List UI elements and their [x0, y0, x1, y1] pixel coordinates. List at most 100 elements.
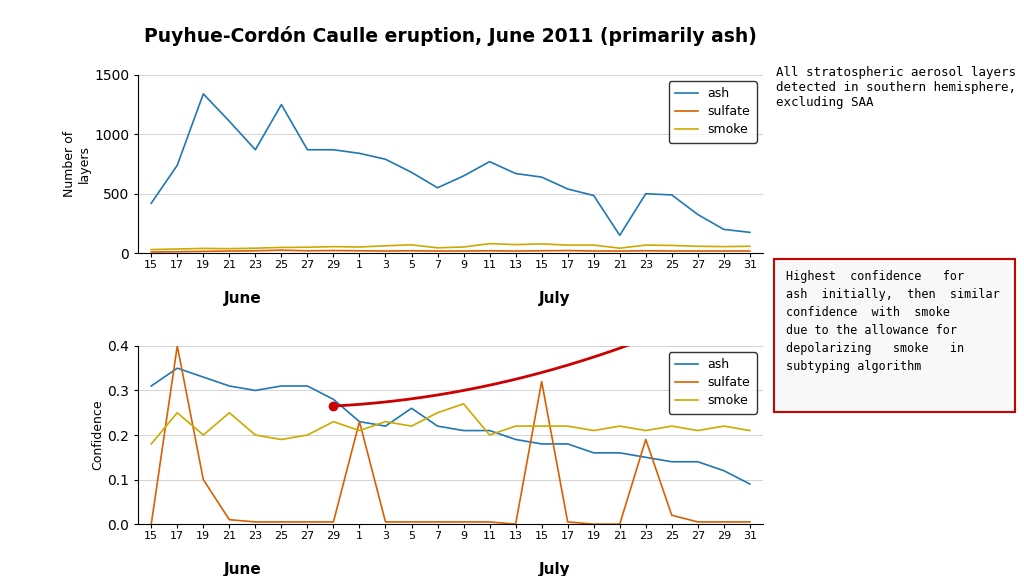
ash	[718, 467, 730, 474]
ash	[718, 226, 730, 233]
sulfate	[536, 247, 548, 254]
Line: smoke: smoke	[152, 244, 750, 249]
ash	[145, 200, 158, 207]
sulfate	[353, 418, 366, 425]
smoke	[198, 245, 210, 252]
Text: June: June	[223, 291, 261, 306]
Text: All stratospheric aerosol layers
detected in southern hemisphere,
excluding SAA: All stratospheric aerosol layers detecte…	[776, 66, 1016, 109]
smoke	[275, 436, 288, 443]
ash	[379, 156, 391, 163]
ash	[223, 382, 236, 389]
sulfate	[640, 436, 652, 443]
Text: June: June	[223, 562, 261, 576]
FancyBboxPatch shape	[774, 259, 1015, 412]
sulfate	[536, 378, 548, 385]
ash	[406, 405, 418, 412]
sulfate	[743, 248, 756, 255]
smoke	[406, 241, 418, 248]
ash	[198, 90, 210, 97]
smoke	[223, 245, 236, 252]
smoke	[640, 427, 652, 434]
sulfate	[379, 248, 391, 255]
ash	[198, 374, 210, 381]
sulfate	[666, 248, 678, 255]
smoke	[561, 241, 573, 248]
Y-axis label: Confidence: Confidence	[91, 400, 104, 471]
smoke	[301, 431, 313, 438]
smoke	[379, 242, 391, 249]
smoke	[328, 243, 340, 250]
ash	[379, 423, 391, 430]
sulfate	[561, 247, 573, 254]
sulfate	[666, 512, 678, 519]
ash	[510, 170, 522, 177]
sulfate	[171, 342, 183, 349]
ash	[223, 118, 236, 124]
smoke	[691, 243, 703, 250]
ash	[249, 146, 261, 153]
ash	[328, 396, 340, 403]
ash	[536, 173, 548, 180]
ash	[431, 184, 443, 191]
Line: smoke: smoke	[152, 404, 750, 444]
smoke	[353, 244, 366, 251]
smoke	[483, 431, 496, 438]
sulfate	[275, 247, 288, 253]
sulfate	[431, 248, 443, 255]
sulfate	[301, 247, 313, 254]
sulfate	[171, 248, 183, 255]
ash	[145, 382, 158, 389]
ash	[561, 441, 573, 448]
sulfate	[223, 248, 236, 255]
ash	[483, 427, 496, 434]
ash	[483, 158, 496, 165]
smoke	[588, 241, 600, 248]
sulfate	[458, 248, 470, 255]
Y-axis label: Number of
layers: Number of layers	[63, 131, 91, 197]
ash	[561, 185, 573, 192]
smoke	[743, 427, 756, 434]
smoke	[223, 410, 236, 416]
smoke	[536, 423, 548, 430]
sulfate	[249, 247, 261, 254]
sulfate	[510, 248, 522, 255]
ash	[275, 382, 288, 389]
ash	[743, 480, 756, 487]
ash	[458, 172, 470, 179]
ash	[666, 191, 678, 198]
smoke	[379, 418, 391, 425]
smoke	[275, 244, 288, 251]
ash	[353, 150, 366, 157]
sulfate	[379, 518, 391, 525]
ash	[743, 229, 756, 236]
ash	[171, 162, 183, 169]
smoke	[691, 427, 703, 434]
ash	[588, 192, 600, 199]
sulfate	[718, 248, 730, 255]
sulfate	[510, 521, 522, 528]
smoke	[718, 243, 730, 250]
sulfate	[275, 518, 288, 525]
Legend: ash, sulfate, smoke: ash, sulfate, smoke	[669, 81, 757, 143]
ash	[691, 211, 703, 218]
smoke	[588, 427, 600, 434]
sulfate	[431, 518, 443, 525]
smoke	[458, 400, 470, 407]
smoke	[613, 423, 626, 430]
ash	[613, 449, 626, 456]
smoke	[483, 240, 496, 247]
ash	[275, 101, 288, 108]
sulfate	[718, 518, 730, 525]
smoke	[249, 245, 261, 252]
smoke	[171, 410, 183, 416]
sulfate	[743, 518, 756, 525]
smoke	[666, 423, 678, 430]
sulfate	[223, 516, 236, 523]
smoke	[536, 240, 548, 247]
ash	[640, 190, 652, 197]
smoke	[145, 246, 158, 253]
sulfate	[353, 247, 366, 254]
Legend: ash, sulfate, smoke: ash, sulfate, smoke	[669, 352, 757, 414]
ash	[691, 458, 703, 465]
sulfate	[406, 518, 418, 525]
